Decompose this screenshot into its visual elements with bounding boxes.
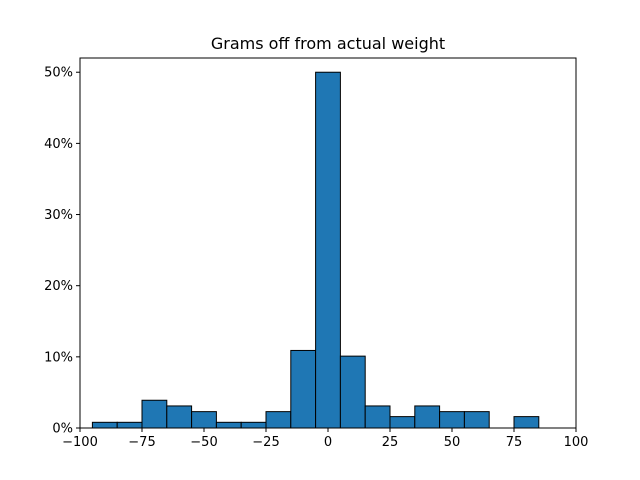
x-tick-label: 75 — [506, 435, 523, 450]
histogram-bar — [315, 71, 341, 429]
x-axis: −100 −75 −50 −25 0 25 50 75 100 — [62, 428, 588, 450]
histogram-bar — [414, 405, 441, 429]
histogram-bar — [389, 416, 416, 429]
x-tick-label: 25 — [382, 435, 399, 450]
histogram-bar — [463, 411, 490, 429]
y-tick-label: 20% — [44, 279, 73, 294]
y-tick-label: 40% — [44, 137, 73, 152]
histogram-bar — [191, 411, 217, 429]
histogram-bar — [439, 411, 465, 429]
chart-title: Grams off from actual weight — [211, 34, 445, 53]
histogram-bar — [215, 421, 242, 429]
histogram-bar — [91, 421, 118, 429]
histogram-bar — [513, 416, 540, 429]
x-tick-label: −50 — [190, 435, 217, 450]
x-tick-label: 50 — [444, 435, 461, 450]
histogram-bar — [364, 405, 391, 429]
histogram-bar — [339, 355, 366, 429]
x-tick-label: −25 — [252, 435, 279, 450]
x-tick-label: −100 — [62, 435, 98, 450]
histogram-bar — [166, 405, 193, 429]
histogram-bar — [116, 421, 143, 429]
y-tick-label: 0% — [52, 422, 73, 437]
histogram-bar — [141, 399, 168, 429]
histogram-bar — [290, 349, 317, 429]
y-tick-label: 10% — [44, 350, 73, 365]
bars-group — [91, 71, 540, 429]
x-tick-label: 100 — [564, 435, 589, 450]
x-tick-label: −75 — [128, 435, 155, 450]
y-tick-label: 30% — [44, 208, 73, 223]
y-tick-label: 50% — [44, 66, 73, 81]
x-tick-label: 0 — [324, 435, 332, 450]
histogram-bar — [240, 421, 267, 429]
y-axis: 0% 10% 20% 30% 40% 50% — [44, 66, 80, 437]
histogram-bar — [265, 411, 292, 429]
